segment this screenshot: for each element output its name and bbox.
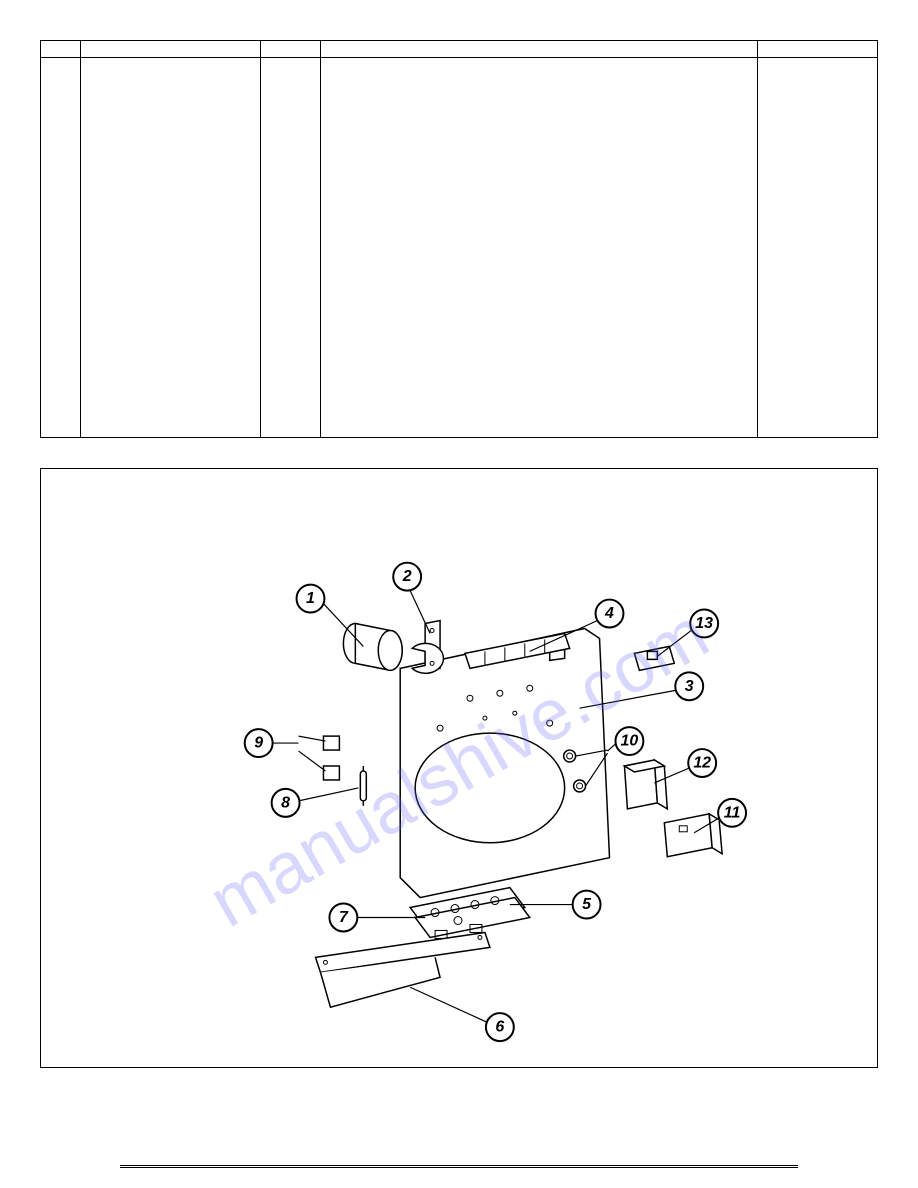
svg-text:3: 3 <box>685 678 694 695</box>
svg-text:2: 2 <box>402 568 412 585</box>
svg-text:7: 7 <box>339 909 349 926</box>
part-relay <box>624 760 667 809</box>
svg-text:12: 12 <box>693 755 711 772</box>
part-switch-small <box>634 646 674 670</box>
table-row <box>41 58 878 438</box>
svg-text:4: 4 <box>604 605 614 622</box>
svg-text:10: 10 <box>621 733 639 750</box>
svg-text:6: 6 <box>495 1019 504 1036</box>
part-blocks-left <box>299 736 340 780</box>
page-footer <box>0 1165 918 1168</box>
svg-text:5: 5 <box>582 896 592 913</box>
col-header-key <box>41 41 81 58</box>
col-header-usage <box>758 41 878 58</box>
diagram-svg: 1 2 4 13 3 9 10 12 8 11 7 5 6 <box>41 469 877 1067</box>
part-rail <box>315 932 489 1007</box>
svg-text:13: 13 <box>695 615 713 632</box>
part-connector <box>664 814 722 857</box>
exploded-diagram: manualshive.com 1 2 4 13 3 9 10 12 8 11 … <box>40 468 878 1068</box>
parts-table <box>40 40 878 438</box>
table-header-row <box>41 41 878 58</box>
svg-text:8: 8 <box>281 794 290 811</box>
svg-text:11: 11 <box>724 804 741 821</box>
col-header-part <box>81 41 261 58</box>
svg-text:1: 1 <box>306 590 315 607</box>
col-header-desc <box>321 41 758 58</box>
col-header-qty <box>261 41 321 58</box>
part-fuse <box>360 766 366 806</box>
part-cylinder <box>343 623 402 670</box>
svg-text:9: 9 <box>254 735 263 752</box>
